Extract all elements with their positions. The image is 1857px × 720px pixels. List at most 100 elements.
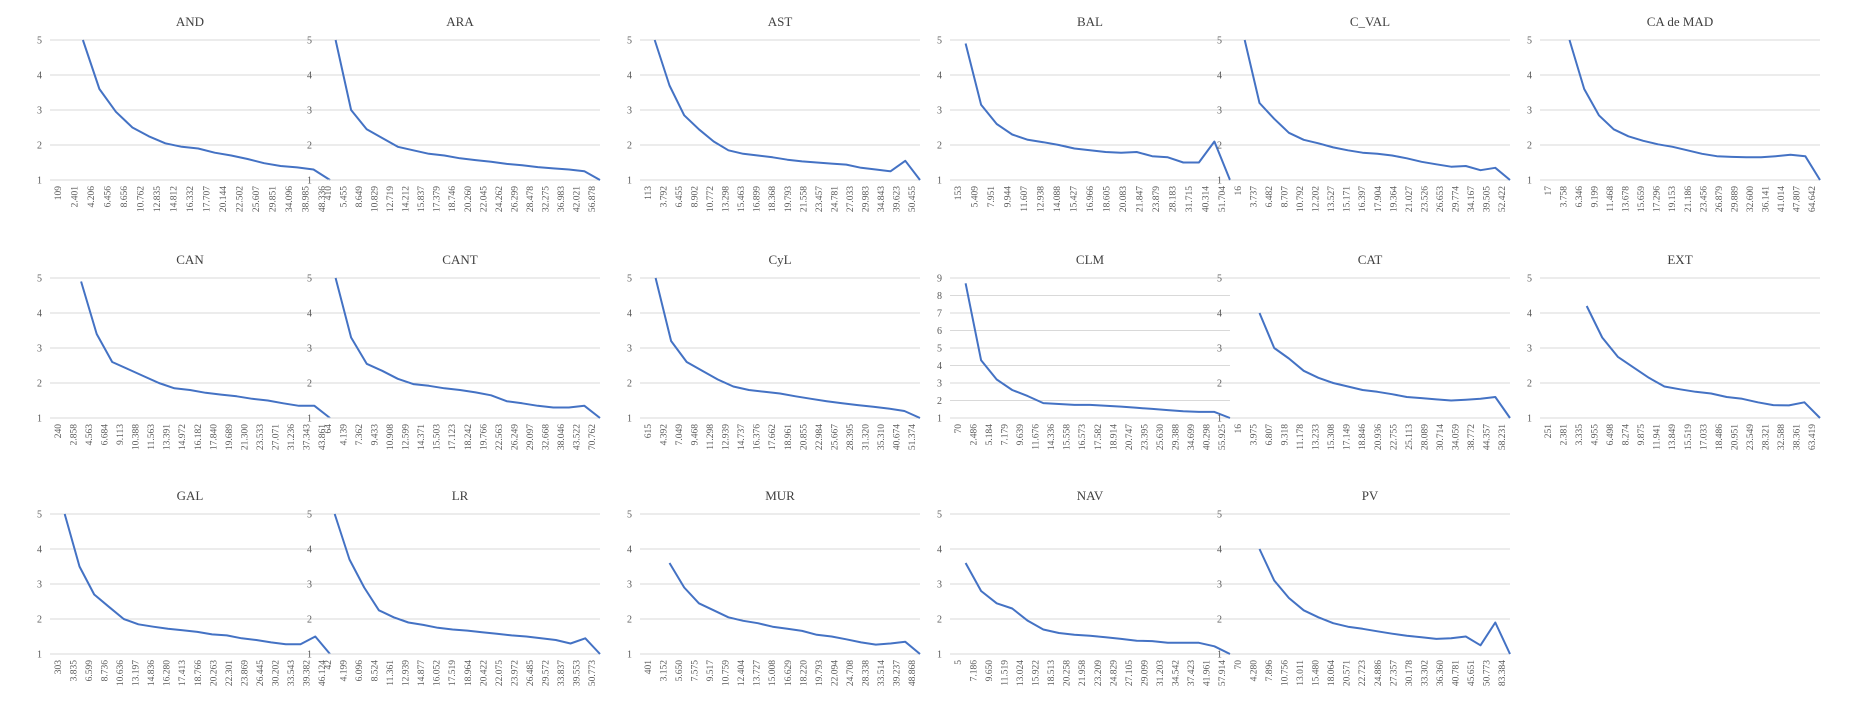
x-tick-label: 2.486 bbox=[969, 424, 979, 446]
x-tick-label: 8.274 bbox=[1622, 424, 1632, 446]
x-tick-label: 83.384 bbox=[1498, 660, 1508, 686]
x-tick-label: 410 bbox=[324, 186, 334, 201]
x-tick-label: 21.027 bbox=[1405, 186, 1415, 212]
x-tick-label: 26.653 bbox=[1436, 186, 1446, 212]
y-tick-label: 1 bbox=[937, 414, 942, 425]
x-tick-label: 28.321 bbox=[1762, 424, 1772, 450]
x-tick-label: 36.360 bbox=[1436, 660, 1446, 686]
x-tick-label: 18.368 bbox=[768, 186, 778, 212]
x-tick-label: 46.124 bbox=[318, 660, 328, 686]
y-tick-label: 1 bbox=[1217, 176, 1222, 187]
x-tick-label: 13.233 bbox=[1312, 424, 1322, 450]
x-tick-label: 41.961 bbox=[1203, 660, 1213, 686]
y-tick-label: 8 bbox=[937, 291, 942, 302]
x-tick-label: 23.879 bbox=[1152, 186, 1162, 212]
x-tick-label: 36.983 bbox=[557, 186, 567, 212]
x-tick-label: 27.071 bbox=[272, 424, 282, 450]
x-tick-label: 33.837 bbox=[557, 660, 567, 686]
x-tick-label: 29.983 bbox=[862, 186, 872, 212]
x-tick-label: 15.519 bbox=[1684, 424, 1694, 450]
x-tick-label: 43.861 bbox=[318, 424, 328, 450]
y-tick-label: 5 bbox=[1527, 36, 1532, 47]
data-series-line bbox=[334, 39, 601, 181]
y-tick-label: 1 bbox=[1527, 176, 1532, 187]
y-tick-label: 2 bbox=[1527, 379, 1532, 390]
x-tick-label: 9.318 bbox=[1280, 424, 1290, 446]
x-tick-label: 22.094 bbox=[830, 660, 840, 686]
x-tick-label: 26.485 bbox=[526, 660, 536, 686]
y-tick-label: 1 bbox=[307, 650, 312, 661]
x-tick-label: 14.972 bbox=[178, 424, 188, 450]
x-tick-label: 22.045 bbox=[479, 186, 489, 212]
x-tick-label: 50.455 bbox=[908, 186, 918, 212]
y-tick-label: 1 bbox=[1527, 414, 1532, 425]
x-tick-label: 15.659 bbox=[1637, 186, 1647, 212]
x-tick-label: 13.849 bbox=[1668, 424, 1678, 450]
y-tick-label: 4 bbox=[37, 309, 42, 320]
x-tick-label: 32.275 bbox=[542, 186, 552, 212]
x-tick-label: 23.533 bbox=[256, 424, 266, 450]
x-tick-label: 16.629 bbox=[784, 660, 794, 686]
chart-title: MUR bbox=[765, 488, 795, 503]
chart-panel-ast: AST 1 2 3 4 5 113 3.792 6.455 8.902 10.772 13.298 15… bbox=[620, 10, 930, 246]
x-tick-label: 8.656 bbox=[120, 186, 130, 208]
x-tick-label: 22.301 bbox=[225, 660, 235, 686]
data-series-line bbox=[654, 277, 921, 419]
y-tick-label: 7 bbox=[937, 309, 942, 320]
x-tick-label: 10.908 bbox=[386, 424, 396, 450]
y-tick-label: 2 bbox=[627, 141, 632, 152]
x-tick-label: 16.573 bbox=[1078, 424, 1088, 450]
x-tick-label: 109 bbox=[54, 186, 64, 201]
x-tick-label: 34.059 bbox=[1452, 424, 1462, 450]
x-tick-label: 14.088 bbox=[1053, 186, 1063, 212]
x-tick-label: 45.651 bbox=[1467, 660, 1477, 686]
x-tick-label: 44.357 bbox=[1483, 424, 1493, 450]
y-tick-label: 4 bbox=[307, 309, 312, 320]
x-tick-label: 30.714 bbox=[1436, 424, 1446, 450]
x-tick-label: 8.524 bbox=[370, 660, 380, 682]
data-series-line bbox=[964, 43, 1231, 181]
x-tick-label: 11.563 bbox=[147, 424, 157, 450]
x-tick-label: 13.391 bbox=[163, 424, 173, 450]
x-tick-label: 3.335 bbox=[1575, 424, 1585, 446]
x-tick-label: 28.089 bbox=[1420, 424, 1430, 450]
x-tick-label: 40.314 bbox=[1201, 186, 1211, 212]
y-tick-label: 4 bbox=[937, 361, 942, 372]
x-tick-label: 6.482 bbox=[1265, 186, 1275, 208]
x-tick-label: 23.869 bbox=[240, 660, 250, 686]
x-tick-label: 11.361 bbox=[386, 660, 396, 686]
x-tick-label: 34.843 bbox=[877, 186, 887, 212]
y-tick-label: 3 bbox=[627, 580, 632, 591]
x-tick-label: 7.896 bbox=[1265, 660, 1275, 682]
x-tick-label: 5 bbox=[954, 660, 964, 665]
x-tick-label: 34.542 bbox=[1172, 660, 1182, 686]
y-tick-label: 3 bbox=[937, 580, 942, 591]
x-tick-label: 12.938 bbox=[1037, 186, 1047, 212]
chart-panel-and: AND 1 2 3 4 5 109 2.401 4.206 6.456 8.656 10.762 12.… bbox=[30, 10, 340, 246]
x-tick-label: 26.445 bbox=[256, 660, 266, 686]
x-tick-label: 13.527 bbox=[1327, 186, 1337, 212]
chart-title: CLM bbox=[1076, 252, 1105, 267]
x-tick-label: 6.599 bbox=[85, 660, 95, 682]
x-tick-label: 24.262 bbox=[495, 186, 505, 212]
y-tick-label: 5 bbox=[1217, 274, 1222, 285]
chart-title: LR bbox=[452, 488, 469, 503]
x-tick-label: 18.220 bbox=[799, 660, 809, 686]
x-tick-label: 5.184 bbox=[985, 424, 995, 446]
y-tick-label: 5 bbox=[937, 344, 942, 355]
y-tick-label: 2 bbox=[1217, 615, 1222, 626]
y-tick-label: 3 bbox=[307, 344, 312, 355]
y-tick-label: 2 bbox=[307, 615, 312, 626]
x-tick-label: 4.199 bbox=[339, 660, 349, 682]
data-series-line bbox=[653, 39, 921, 181]
x-tick-label: 18.242 bbox=[464, 424, 474, 450]
x-tick-label: 7.362 bbox=[355, 424, 365, 446]
x-tick-label: 21.186 bbox=[1684, 186, 1694, 212]
x-tick-label: 401 bbox=[644, 660, 654, 675]
x-tick-label: 23.526 bbox=[1420, 186, 1430, 212]
x-tick-label: 11.941 bbox=[1653, 424, 1663, 450]
x-tick-label: 28.183 bbox=[1168, 186, 1178, 212]
x-tick-label: 13.298 bbox=[722, 186, 732, 212]
x-tick-label: 14.737 bbox=[737, 424, 747, 450]
